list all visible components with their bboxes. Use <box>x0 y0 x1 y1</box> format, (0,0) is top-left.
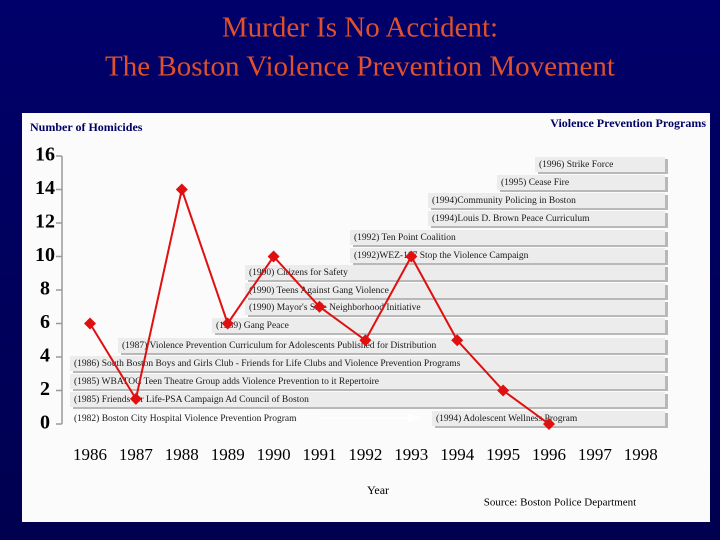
data-marker <box>129 392 142 405</box>
program-box <box>70 392 665 407</box>
program-label: (1990) Mayor's Safe Neighborhood Initiat… <box>249 302 421 313</box>
y-tick-label: 12 <box>35 211 55 233</box>
program-label: (1987) Violence Prevention Curriculum fo… <box>122 340 437 351</box>
data-marker <box>497 384 510 397</box>
x-tick-label: 1991 <box>303 445 337 464</box>
program-label: (1992) Ten Point Coalition <box>354 232 456 243</box>
y-tick-label: 10 <box>35 244 55 266</box>
program-box <box>428 193 665 208</box>
program-label: (1989) Gang Peace <box>216 320 289 331</box>
program-label: (1995) Cease Fire <box>501 177 569 188</box>
program-box <box>245 300 665 315</box>
programs: (1996) Strike Force (1995) Cease Fire (199… <box>70 157 668 428</box>
program-label: (1996) Strike Force <box>539 159 613 170</box>
x-tick-label: 1993 <box>394 445 428 464</box>
program-box <box>350 248 665 263</box>
y-tick-label: 16 <box>35 144 55 166</box>
data-marker <box>359 334 372 347</box>
x-tick-label: 1992 <box>348 445 382 464</box>
program-label: (1986) South Boston Boys and Girls Club … <box>74 358 461 369</box>
program-box <box>428 211 665 226</box>
program-box <box>535 157 665 172</box>
program-label: (1990) Citizens for Safety <box>249 267 348 278</box>
y-tick-label: 0 <box>40 412 50 434</box>
data-marker <box>451 334 464 347</box>
y-tick-label: 6 <box>40 311 50 333</box>
data-marker <box>175 183 188 196</box>
y-tick-label: 8 <box>40 278 50 300</box>
program-label: (1985) Friends for Life-PSA Campaign Ad … <box>74 394 309 405</box>
program-box <box>245 265 665 280</box>
programs-label: Violence Prevention Programs <box>550 116 706 130</box>
program-box <box>497 175 665 190</box>
plot: 0 2 4 6 8 10 12 14 16 1986 1987 1988 1989 1990 1991 199… <box>35 144 658 464</box>
chart-subtitle: The Boston Violence Prevention Movement <box>105 51 615 83</box>
program-label: (1994)Community Policing in Boston <box>432 195 576 206</box>
data-marker <box>543 418 555 430</box>
program-box <box>70 374 665 389</box>
x-tick-label: 1990 <box>257 445 291 464</box>
source: Source: Boston Police Department <box>484 497 636 509</box>
program-label: (1985) WBATOC Teen Theatre Group adds Vi… <box>74 376 379 387</box>
y-tick-label: 4 <box>40 345 50 367</box>
program-label: (1982) Boston City Hospital Violence Pre… <box>74 413 297 424</box>
program-box <box>350 230 665 245</box>
data-marker <box>84 317 96 330</box>
chart-title: Murder Is No Accident: <box>222 12 498 44</box>
x-tick-label: 1986 <box>73 445 107 464</box>
x-tick-label: 1987 <box>119 445 154 464</box>
x-tick-label: 1995 <box>486 445 520 464</box>
x-tick-label: 1988 <box>165 445 199 464</box>
x-tick-label: 1994 <box>440 445 475 464</box>
program-box <box>70 356 665 371</box>
program-label: (1990) Teens Against Gang Violence <box>249 285 389 296</box>
data-marker <box>221 317 234 330</box>
program-label: (1992)WEZ-107 Stop the Violence Campaign <box>354 250 529 261</box>
program-box <box>212 318 665 333</box>
x-tick-label: 1996 <box>532 445 566 464</box>
x-axis-label: Year <box>367 483 389 497</box>
x-tick-label: 1997 <box>578 445 613 464</box>
y-tick-label: 14 <box>35 177 55 199</box>
data-marker <box>405 250 418 263</box>
program-box <box>245 283 665 298</box>
y-tick-label: 2 <box>40 378 50 400</box>
x-tick-label: 1989 <box>211 445 245 464</box>
y-axis-label: Number of Homicides <box>30 120 143 134</box>
x-tick-label: 1998 <box>624 445 658 464</box>
program-box <box>118 338 665 353</box>
data-marker <box>313 300 326 313</box>
program-label: (1994)Louis D. Brown Peace Curriculum <box>432 213 590 224</box>
data-marker <box>267 250 280 263</box>
program-label: (1994) Adolescent Wellness Program <box>436 413 578 424</box>
